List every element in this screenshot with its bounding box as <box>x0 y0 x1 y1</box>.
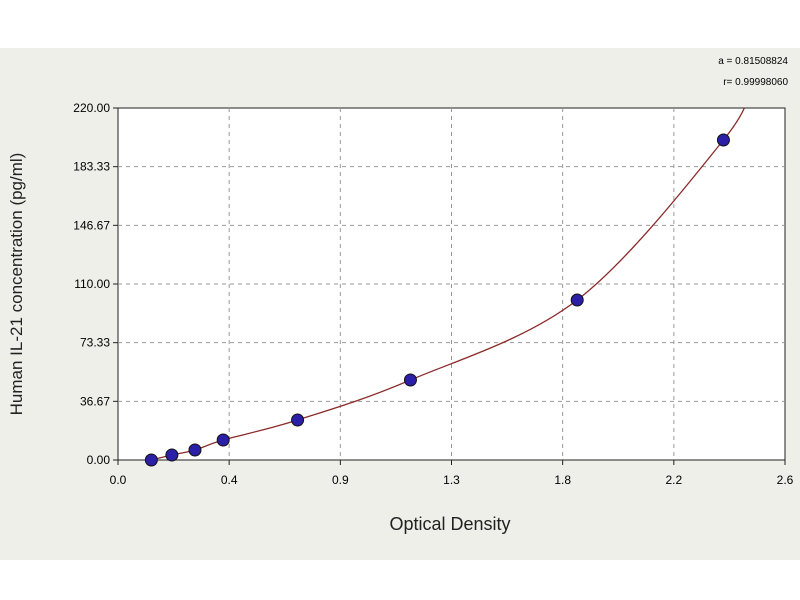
y-tick-label: 36.67 <box>80 394 110 408</box>
annotation: r= 0.99998060 <box>723 77 788 88</box>
x-tick-label: 0.9 <box>332 473 349 487</box>
y-tick-label: 0.00 <box>87 453 111 467</box>
data-point <box>188 443 202 457</box>
y-tick-label: 110.00 <box>74 277 110 291</box>
y-tick-label: 73.33 <box>80 336 110 350</box>
data-point <box>716 133 730 147</box>
data-point <box>216 433 230 447</box>
x-tick-label: 0.4 <box>221 473 238 487</box>
annotation: a = 0.81508824 <box>718 56 788 67</box>
y-tick-label: 220.00 <box>73 101 110 115</box>
data-point <box>144 453 158 467</box>
x-tick-label: 1.8 <box>554 473 571 487</box>
data-point <box>291 413 305 427</box>
x-tick-label: 1.3 <box>443 473 460 487</box>
x-tick-label: 0.0 <box>110 473 127 487</box>
data-point <box>403 373 417 387</box>
y-tick-label: 146.67 <box>73 218 110 232</box>
y-tick-label: 183.33 <box>73 160 110 174</box>
data-point <box>165 448 179 462</box>
x-tick-label: 2.6 <box>777 473 794 487</box>
x-axis-title: Optical Density <box>389 514 510 534</box>
x-tick-label: 2.2 <box>665 473 682 487</box>
y-axis-title: Human IL-21 concentration (pg/ml) <box>7 153 26 416</box>
data-point <box>570 293 584 307</box>
